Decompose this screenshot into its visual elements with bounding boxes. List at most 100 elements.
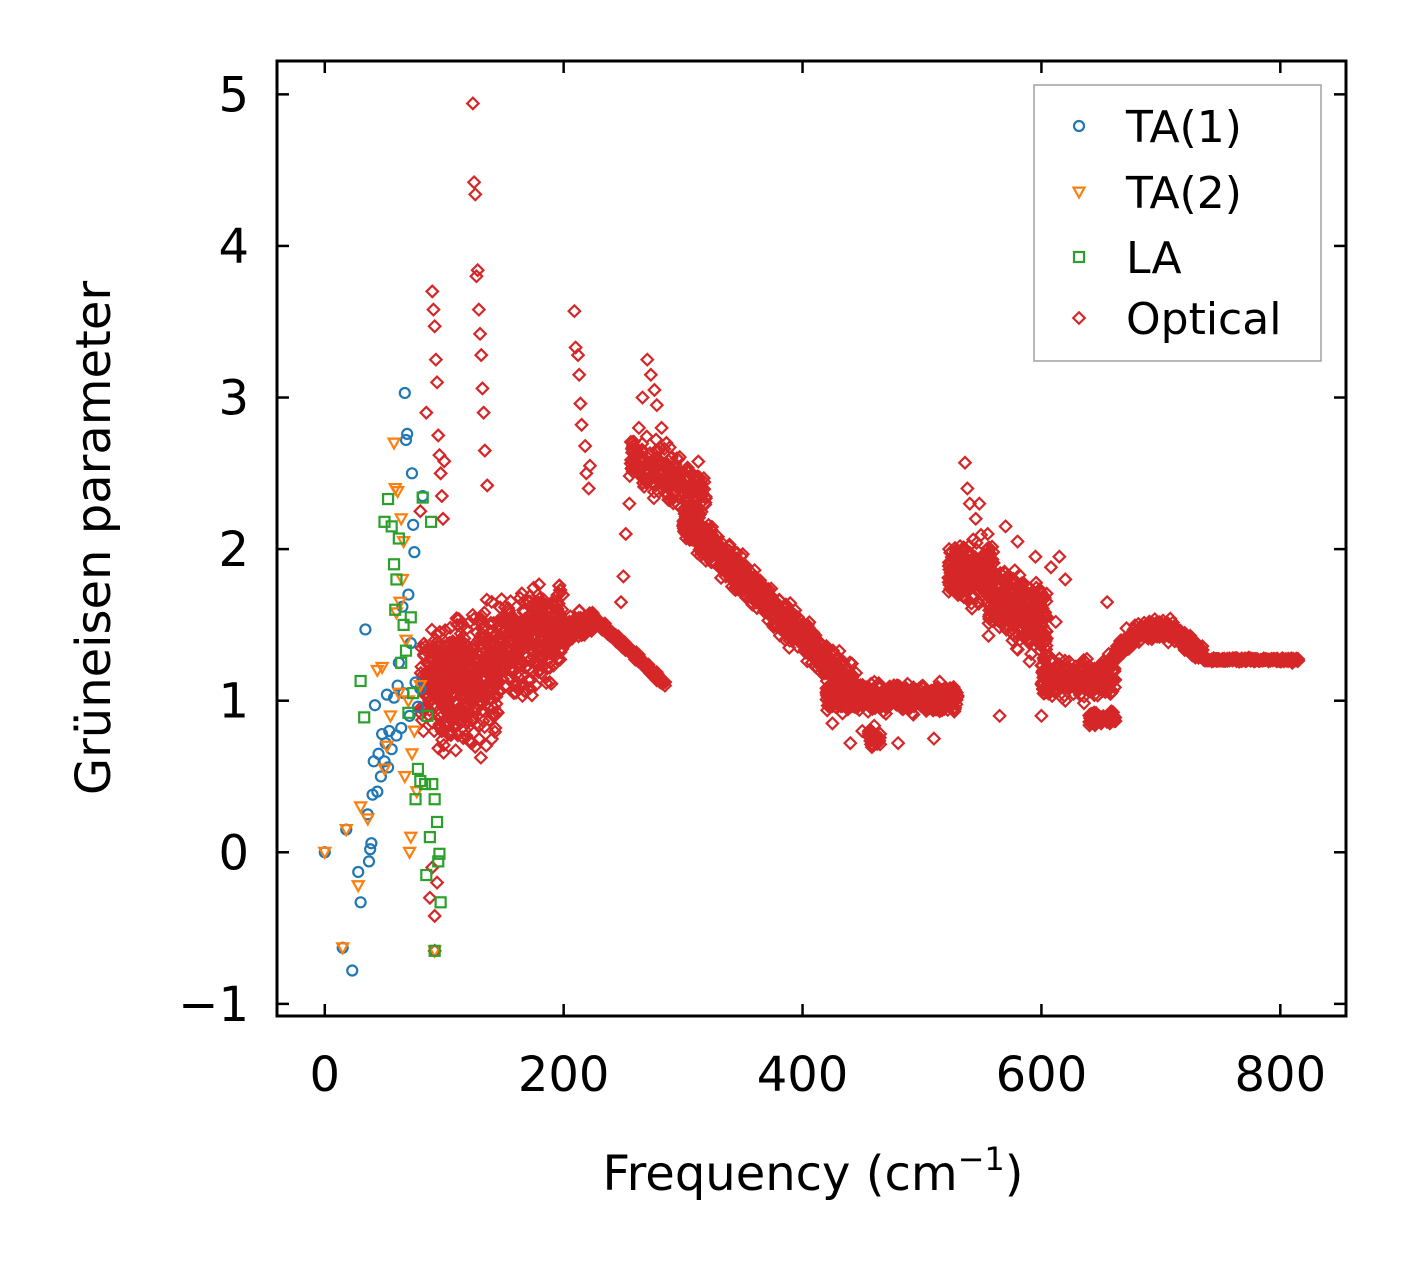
- data-point: [753, 583, 769, 598]
- data-point: [1093, 661, 1109, 677]
- data-point: [377, 763, 392, 777]
- data-point: [522, 661, 538, 676]
- data-point: [573, 396, 588, 411]
- data-point: [486, 659, 501, 674]
- data-point: [416, 636, 432, 652]
- data-point: [469, 625, 485, 640]
- data-point: [451, 695, 466, 711]
- data-point: [398, 634, 414, 648]
- data-point: [413, 700, 428, 716]
- data-point: [574, 417, 589, 433]
- data-point: [679, 493, 695, 509]
- data-point: [409, 786, 425, 800]
- data-point: [1144, 631, 1160, 647]
- data-point: [681, 517, 696, 533]
- data-point: [962, 574, 978, 590]
- data-point: [1123, 632, 1139, 647]
- data-point: [416, 491, 429, 504]
- data-point: [449, 672, 465, 688]
- data-point: [1237, 652, 1252, 668]
- data-point: [447, 717, 462, 732]
- data-point: [777, 614, 793, 629]
- legend-entry: TA(1): [1072, 102, 1242, 153]
- data-point: [445, 633, 461, 649]
- data-point: [831, 683, 847, 699]
- data-point: [380, 688, 393, 701]
- data-point: [390, 486, 406, 500]
- data-point: [991, 581, 1007, 596]
- series-ta-2-: [317, 437, 443, 959]
- data-point: [1030, 622, 1046, 638]
- data-point: [525, 645, 541, 660]
- data-point: [538, 609, 554, 625]
- data-point: [997, 564, 1012, 579]
- data-point: [864, 689, 879, 705]
- data-point: [536, 592, 551, 607]
- data-point: [465, 710, 481, 726]
- y-tick-label: −1: [178, 977, 249, 1033]
- data-point: [833, 679, 849, 695]
- data-point: [1249, 652, 1264, 668]
- data-point: [426, 302, 441, 317]
- data-point: [981, 628, 996, 644]
- data-point: [364, 843, 377, 856]
- data-point: [957, 455, 973, 471]
- data-point: [479, 478, 495, 493]
- data-point: [1034, 708, 1049, 724]
- data-point: [362, 855, 376, 868]
- data-point: [440, 655, 455, 671]
- data-point: [1037, 590, 1053, 606]
- data-point: [623, 645, 639, 661]
- data-point: [1225, 650, 1240, 666]
- data-point: [685, 479, 700, 495]
- data-point: [449, 617, 465, 633]
- data-point: [804, 641, 820, 656]
- data-point: [646, 666, 661, 682]
- data-point: [549, 596, 565, 612]
- data-point: [510, 645, 525, 661]
- data-point: [1072, 687, 1088, 703]
- data-point: [998, 519, 1013, 534]
- data-point: [435, 642, 450, 657]
- y-tick-label: 4: [218, 219, 249, 275]
- data-point: [849, 700, 864, 715]
- x-axis-ticks: 0 200 400 600 800: [310, 61, 1326, 1103]
- data-point: [457, 722, 473, 738]
- data-point: [638, 471, 653, 487]
- data-point: [352, 865, 365, 879]
- data-point: [639, 352, 655, 367]
- data-point: [381, 492, 395, 506]
- data-point: [795, 630, 811, 645]
- data-point: [436, 453, 452, 469]
- data-point: [623, 642, 639, 658]
- data-point: [557, 636, 572, 652]
- data-point: [473, 750, 489, 765]
- data-point: [698, 539, 713, 555]
- data-point: [741, 581, 756, 596]
- data-point: [353, 801, 368, 815]
- data-point: [1115, 645, 1131, 661]
- data-point: [623, 452, 639, 468]
- y-tick-label: 0: [218, 825, 249, 881]
- data-point: [981, 545, 996, 561]
- data-point: [486, 706, 502, 721]
- data-point: [475, 713, 491, 729]
- data-point: [470, 262, 485, 278]
- data-point: [613, 594, 629, 610]
- data-point: [966, 568, 982, 584]
- data-point: [743, 576, 759, 592]
- data-point: [643, 458, 659, 474]
- data-point: [1001, 568, 1016, 583]
- data-point: [368, 699, 382, 712]
- data-point: [406, 725, 422, 739]
- data-point: [1082, 708, 1098, 724]
- data-point: [859, 691, 874, 706]
- x-tick-label: 200: [518, 1047, 610, 1103]
- data-point: [404, 748, 420, 762]
- data-point: [654, 420, 669, 436]
- data-point: [929, 682, 945, 697]
- data-point: [956, 542, 971, 557]
- data-point: [952, 538, 968, 554]
- data-point: [1075, 673, 1091, 689]
- data-point: [1027, 637, 1042, 653]
